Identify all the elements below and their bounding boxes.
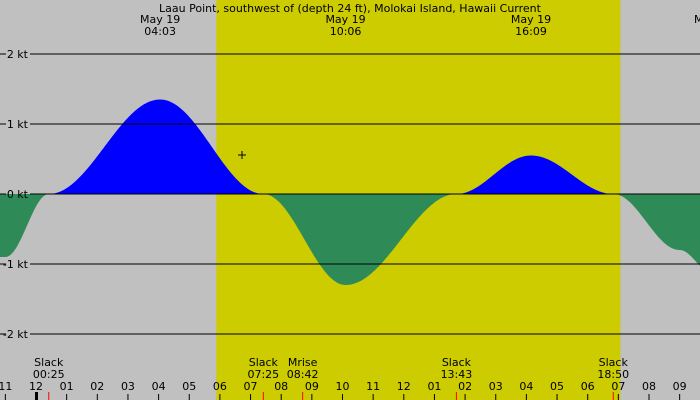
hour-label-10: 09	[305, 380, 319, 393]
hour-label-2: 01	[60, 380, 74, 393]
event-label-3: Slack	[442, 356, 472, 369]
event-label-0: Slack	[34, 356, 64, 369]
top-date-label-2: May 19	[511, 13, 551, 26]
y-tick-label-0: 2 kt	[7, 48, 29, 61]
top-date-label-0: May 19	[140, 13, 180, 26]
y-tick-label-3: -1 kt	[3, 258, 29, 271]
hour-label-22: 09	[673, 380, 687, 393]
hour-label-3: 02	[90, 380, 104, 393]
hour-label-5: 04	[152, 380, 166, 393]
event-time-label-4: 18:50	[597, 368, 629, 381]
hour-label-15: 02	[458, 380, 472, 393]
event-time-label-1: 07:25	[247, 368, 279, 381]
midnight-marker	[35, 392, 38, 400]
hour-label-9: 08	[274, 380, 288, 393]
y-tick-label-1: 1 kt	[7, 118, 29, 131]
grid-layer	[0, 53, 700, 400]
hour-label-11: 10	[336, 380, 350, 393]
hour-label-16: 03	[489, 380, 503, 393]
event-time-label-2: 08:42	[287, 368, 319, 381]
event-label-1: Slack	[249, 356, 279, 369]
top-date-label-1: May 19	[325, 13, 365, 26]
event-time-label-3: 13:43	[441, 368, 473, 381]
event-label-4: Slack	[599, 356, 629, 369]
label-layer: Laau Point, southwest of (depth 24 ft), …	[0, 2, 700, 393]
hour-label-4: 03	[121, 380, 135, 393]
ebb-current-area	[0, 194, 700, 285]
y-tick-label-4: -2 kt	[3, 328, 29, 341]
hour-label-12: 11	[366, 380, 380, 393]
flood-current-area	[0, 99, 700, 194]
hour-label-13: 12	[397, 380, 411, 393]
top-time-label-0: 04:03	[144, 25, 176, 38]
hour-label-0: 11	[0, 380, 12, 393]
top-date-label-3: M	[694, 13, 700, 26]
top-time-label-2: 16:09	[515, 25, 547, 38]
hour-label-18: 05	[550, 380, 564, 393]
current-time-marker-icon	[238, 151, 246, 159]
hour-label-17: 04	[519, 380, 533, 393]
hour-label-7: 06	[213, 380, 227, 393]
hour-label-1: 12	[29, 380, 43, 393]
hour-label-14: 01	[427, 380, 441, 393]
event-time-label-0: 00:25	[33, 368, 65, 381]
event-label-2: Mrise	[288, 356, 318, 369]
y-tick-label-2: 0 kt	[7, 188, 29, 201]
top-time-label-1: 10:06	[330, 25, 362, 38]
hour-label-6: 05	[182, 380, 196, 393]
chart-title: Laau Point, southwest of (depth 24 ft), …	[159, 2, 542, 15]
hour-label-19: 06	[581, 380, 595, 393]
hour-label-20: 07	[611, 380, 625, 393]
hour-label-21: 08	[642, 380, 656, 393]
current-area-layer	[0, 99, 700, 285]
hour-label-8: 07	[244, 380, 258, 393]
